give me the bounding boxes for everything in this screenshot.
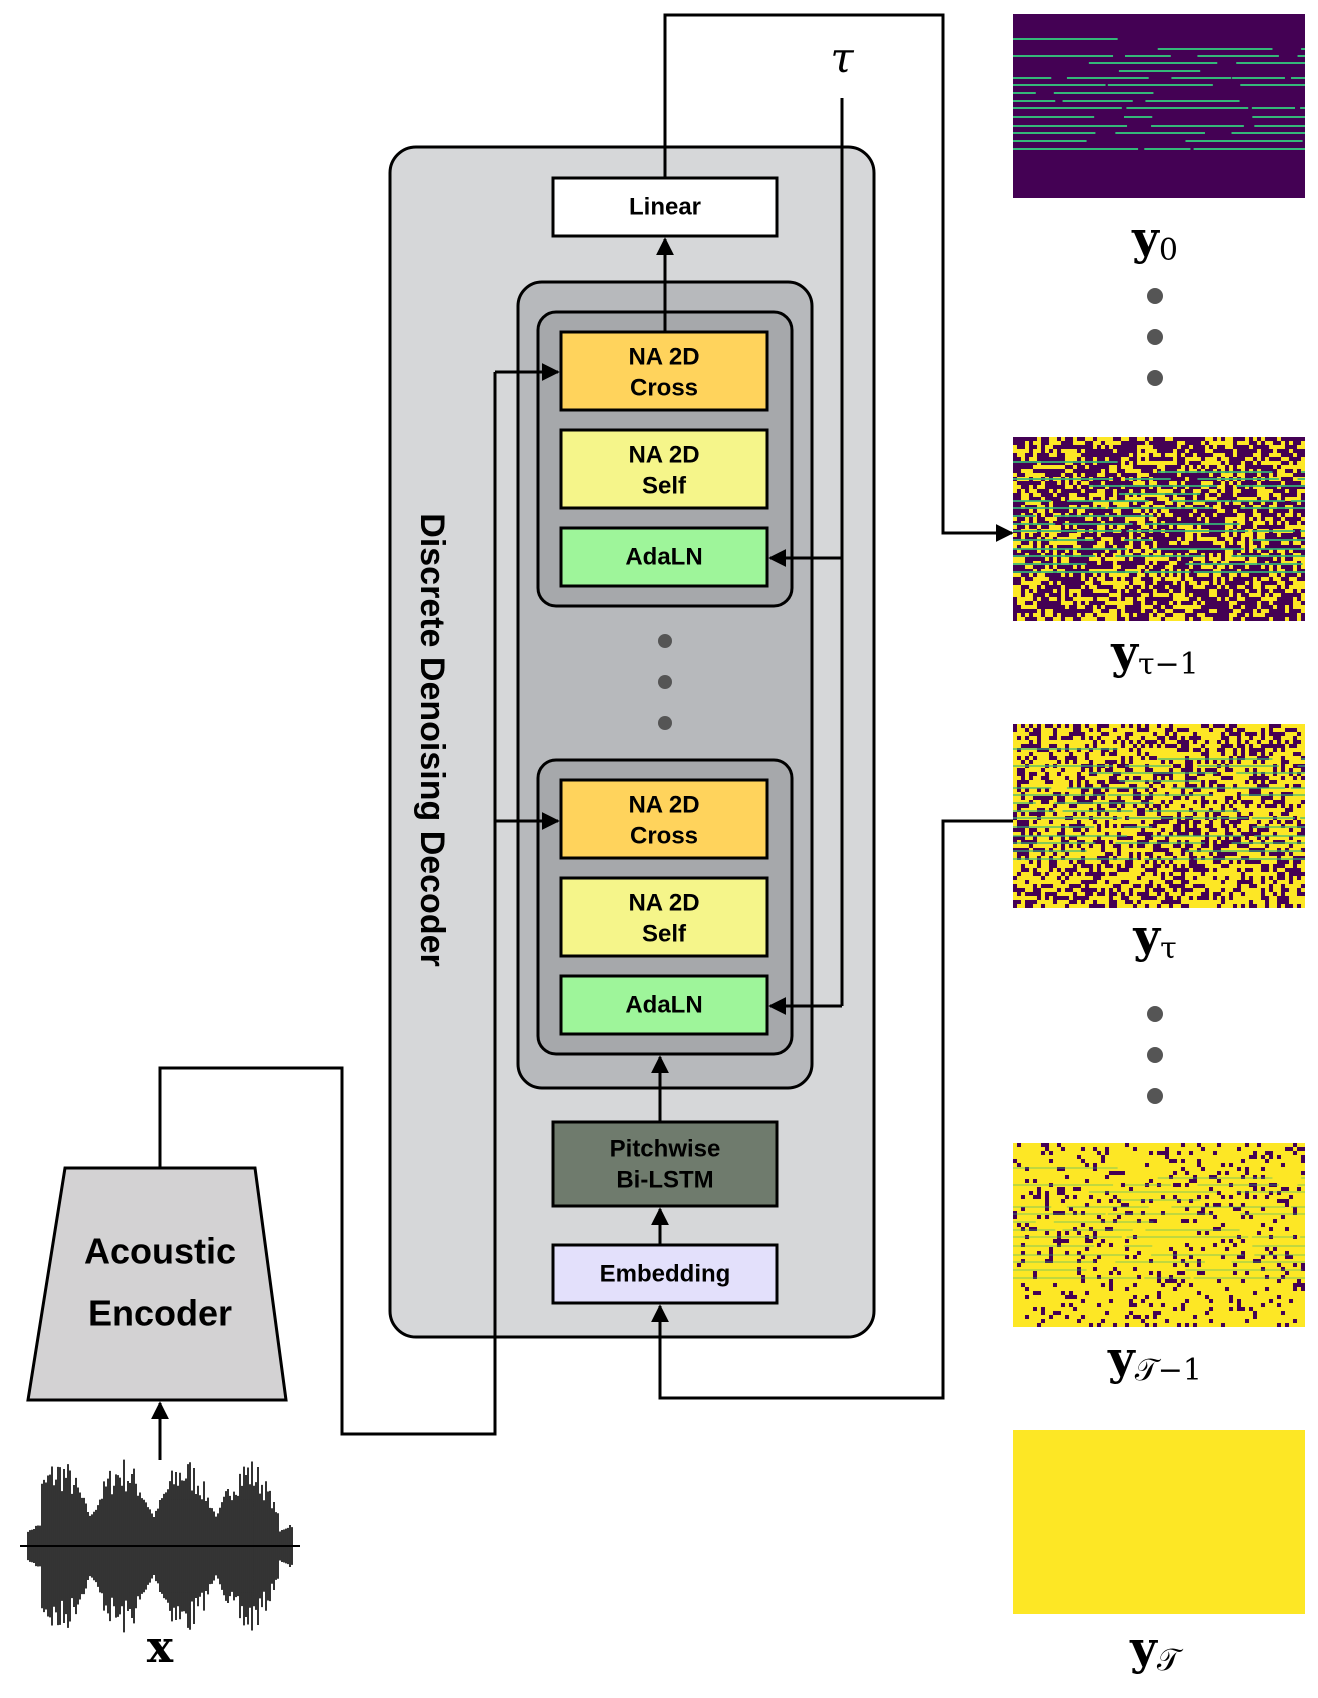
- y-tau-label: yτ: [1132, 909, 1176, 966]
- acoustic-encoder-block: [26, 1166, 288, 1402]
- ellipsis-dot: [658, 675, 672, 689]
- piano-roll-notes: [1012, 38, 1305, 150]
- ellipsis-dot: [1147, 288, 1163, 304]
- na-self-label-2b: Self: [642, 920, 687, 947]
- linear-label: Linear: [629, 193, 701, 220]
- linear-block: [551, 176, 779, 238]
- encoder-label-a: Acoustic: [84, 1231, 236, 1272]
- adaln-label-2: AdaLN: [625, 991, 702, 1018]
- audio-waveform: [20, 1459, 300, 1633]
- bilstm-label-b: Bi-LSTM: [616, 1166, 713, 1193]
- na-cross-label-2a: NA 2D: [628, 791, 699, 818]
- y-T-label: y𝒯: [1129, 1621, 1184, 1678]
- tau-label: τ: [830, 33, 854, 82]
- piano-roll-notes: [1012, 748, 1305, 860]
- na-self-block-2: [559, 876, 769, 958]
- ellipsis-dot: [1147, 1047, 1163, 1063]
- na-self-label-1a: NA 2D: [628, 441, 699, 468]
- na-self-block-1: [559, 428, 769, 510]
- piano-roll-y-T: [1013, 1430, 1305, 1614]
- na-cross-label-1b: Cross: [630, 374, 698, 401]
- embedding-block: [551, 1243, 779, 1305]
- piano-roll-y-tau: [1012, 724, 1305, 908]
- x-label: x: [147, 1622, 174, 1673]
- piano-roll-y-T-minus-1: [1012, 1143, 1305, 1327]
- ellipsis-dot: [1147, 329, 1163, 345]
- ellipsis-dot: [658, 634, 672, 648]
- decoder-title: Discrete Denoising Decoder: [413, 513, 451, 966]
- na-cross-block-2: [559, 778, 769, 860]
- encoder-output-line: [158, 372, 497, 1436]
- y-T-minus-1-label: y𝒯−1: [1107, 1331, 1202, 1388]
- adaln-block-2: [559, 974, 769, 1036]
- na-cross-label-2b: Cross: [630, 822, 698, 849]
- piano-roll-noise: [1013, 724, 1305, 908]
- piano-roll-background: [1013, 14, 1305, 198]
- encoder-label-b: Encoder: [88, 1293, 232, 1334]
- piano-roll-notes: [1012, 461, 1305, 573]
- adaln-label-1: AdaLN: [625, 543, 702, 570]
- ellipsis-dot: [658, 716, 672, 730]
- piano-roll-y0: [1012, 14, 1305, 198]
- bilstm-label-a: Pitchwise: [610, 1135, 721, 1162]
- piano-roll-noise: [1013, 1143, 1305, 1327]
- bilstm-block: [551, 1120, 779, 1208]
- na-self-label-2a: NA 2D: [628, 889, 699, 916]
- adaln-block-1: [559, 526, 769, 588]
- piano-roll-noise: [1013, 437, 1305, 621]
- piano-roll-y-tau-minus-1: [1012, 437, 1305, 621]
- y-tau-minus-1-label: yτ−1: [1110, 625, 1199, 682]
- embedding-label: Embedding: [600, 1260, 731, 1287]
- piano-roll-background: [1013, 1430, 1305, 1614]
- ellipsis-dot: [1147, 1006, 1163, 1022]
- piano-roll-notes: [1012, 1167, 1305, 1279]
- y0-label: y0: [1131, 211, 1178, 268]
- na-cross-label-1a: NA 2D: [628, 343, 699, 370]
- ellipsis-dot: [1147, 1088, 1163, 1104]
- na-self-label-1b: Self: [642, 472, 687, 499]
- ellipsis-dot: [1147, 370, 1163, 386]
- arrow-linear-to-y-tau-minus-1: [663, 13, 1014, 542]
- arrow-y-tau-to-embedding: [651, 819, 1013, 1400]
